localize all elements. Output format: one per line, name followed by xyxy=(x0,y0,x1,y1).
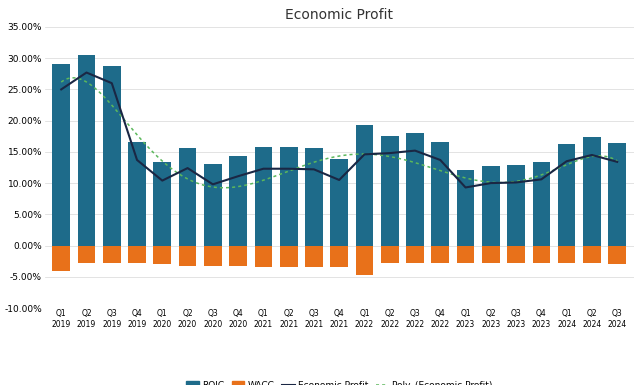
Bar xyxy=(255,147,272,246)
Bar xyxy=(204,246,221,266)
Bar xyxy=(508,165,525,246)
Title: Economic Profit: Economic Profit xyxy=(285,8,393,22)
Bar xyxy=(583,246,601,263)
Bar xyxy=(558,144,575,246)
Bar xyxy=(532,162,550,246)
Bar xyxy=(508,246,525,263)
Bar xyxy=(204,164,221,246)
Bar xyxy=(305,148,323,246)
Bar xyxy=(532,246,550,263)
Bar xyxy=(305,246,323,267)
Bar xyxy=(406,133,424,246)
Bar xyxy=(381,136,399,246)
Bar xyxy=(103,66,120,246)
Bar xyxy=(431,142,449,246)
Bar xyxy=(280,246,298,267)
Bar xyxy=(583,137,601,246)
Bar xyxy=(330,159,348,246)
Bar xyxy=(457,246,474,263)
Bar xyxy=(609,246,626,264)
Bar xyxy=(229,156,247,246)
Legend: ROIC, WACC, Economic Profit, Poly. (Economic Profit): ROIC, WACC, Economic Profit, Poly. (Econ… xyxy=(182,377,496,385)
Bar xyxy=(103,246,120,263)
Bar xyxy=(482,166,500,246)
Bar xyxy=(457,170,474,246)
Bar xyxy=(179,148,196,246)
Bar xyxy=(229,246,247,266)
Bar xyxy=(128,246,146,263)
Bar xyxy=(128,142,146,246)
Bar xyxy=(255,246,272,268)
Bar xyxy=(280,147,298,246)
Bar xyxy=(356,246,373,275)
Bar xyxy=(52,246,70,271)
Bar xyxy=(356,125,373,246)
Bar xyxy=(381,246,399,263)
Bar xyxy=(179,246,196,266)
Bar xyxy=(558,246,575,263)
Bar xyxy=(77,55,95,246)
Bar xyxy=(154,162,171,246)
Bar xyxy=(406,246,424,263)
Bar xyxy=(330,246,348,267)
Bar xyxy=(431,246,449,263)
Bar xyxy=(482,246,500,263)
Bar xyxy=(154,246,171,264)
Bar xyxy=(52,64,70,246)
Bar xyxy=(609,143,626,246)
Bar xyxy=(77,246,95,263)
